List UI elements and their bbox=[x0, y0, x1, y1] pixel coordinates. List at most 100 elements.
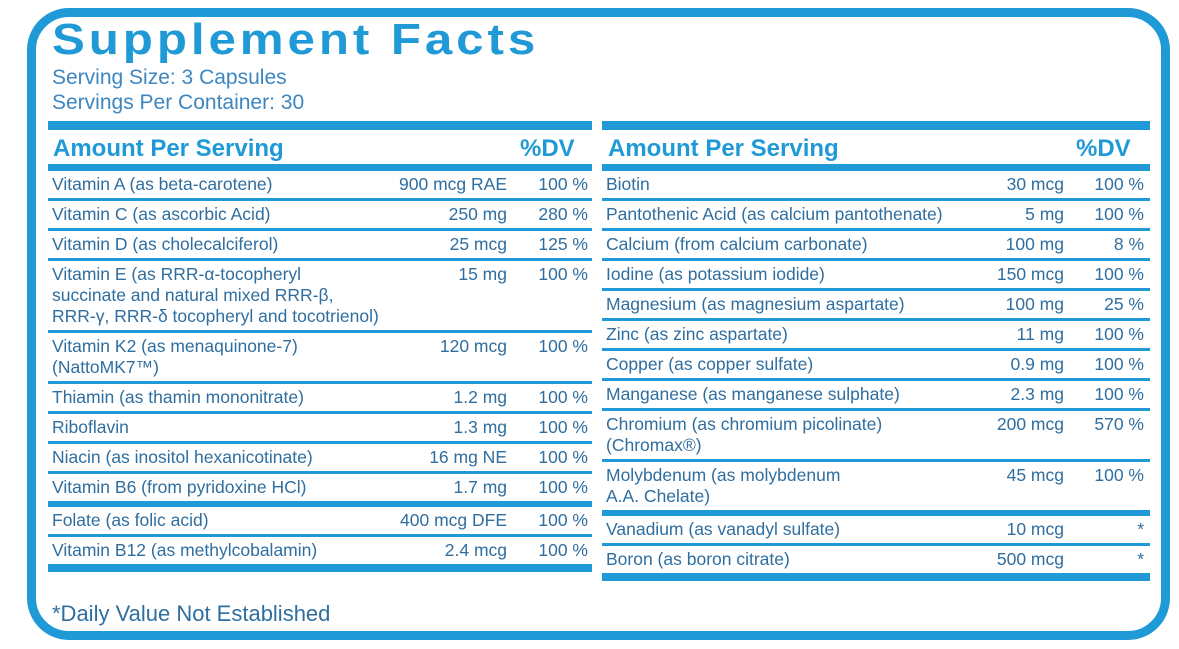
daily-value: 100 % bbox=[538, 447, 588, 467]
daily-value: 125 % bbox=[538, 234, 588, 254]
amount: 30 mcg bbox=[1006, 174, 1064, 194]
name-line: Vitamin B12 (as methylcobalamin) bbox=[52, 540, 318, 560]
amount-heading: Amount Per Serving bbox=[608, 135, 839, 162]
nutrient-name: Manganese (as manganese sulphate) bbox=[606, 384, 900, 405]
amount: 400 mcg DFE bbox=[400, 510, 507, 530]
serving-size: Serving Size: 3 Capsules bbox=[52, 66, 287, 89]
nutrient-row: Magnesium (as magnesium aspartate) 100 mg… bbox=[602, 291, 1150, 321]
nutrient-row: Pantothenic Acid (as calcium pantothenat… bbox=[602, 201, 1150, 231]
nutrient-row: Iodine (as potassium iodide) 150 mcg 100 % bbox=[602, 261, 1150, 291]
daily-value: * bbox=[1137, 549, 1144, 569]
name-line: Magnesium (as magnesium aspartate) bbox=[606, 294, 905, 314]
amount-heading: Amount Per Serving bbox=[53, 135, 284, 162]
table-header: Amount Per Serving %DV bbox=[48, 121, 592, 171]
nutrient-name: Molybdenum (as molybdenum A.A. Chelate) bbox=[606, 465, 840, 507]
nutrient-row: Vanadium (as vanadyl sulfate) 10 mcg * bbox=[602, 516, 1150, 546]
name-line: Molybdenum (as molybdenum bbox=[606, 465, 841, 485]
nutrient-row: Vitamin A (as beta-carotene) 900 mcg RAE 1… bbox=[48, 171, 592, 201]
name-line: Vitamin D (as cholecalciferol) bbox=[52, 234, 279, 254]
amount: 1.2 mg bbox=[453, 387, 508, 407]
amount: 2.4 mcg bbox=[444, 540, 507, 560]
amount: 10 mcg bbox=[1006, 519, 1064, 539]
nutrient-name: Vitamin B12 (as methylcobalamin) bbox=[52, 540, 317, 561]
nutrient-name: Vitamin K2 (as menaquinone-7) (NattoMK7™) bbox=[52, 336, 298, 378]
name-line: Thiamin (as thamin mononitrate) bbox=[52, 387, 304, 407]
nutrient-row: Manganese (as manganese sulphate) 2.3 mg 1… bbox=[602, 381, 1150, 411]
nutrient-row: Biotin 30 mcg 100 % bbox=[602, 171, 1150, 201]
name-line: Calcium (from calcium carbonate) bbox=[606, 234, 868, 254]
daily-value: 570 % bbox=[1094, 414, 1144, 434]
nutrient-name: Folate (as folic acid) bbox=[52, 510, 209, 531]
nutrient-row: Zinc (as zinc aspartate) 11 mg 100 % bbox=[602, 321, 1150, 351]
amount: 0.9 mg bbox=[1010, 354, 1065, 374]
name-line: succinate and natural mixed RRR-β, bbox=[52, 285, 334, 305]
right-table: Amount Per Serving %DV Biotin 30 mcg 100 %… bbox=[602, 121, 1150, 581]
daily-value: 8 % bbox=[1113, 234, 1144, 254]
nutrient-name: Vanadium (as vanadyl sulfate) bbox=[606, 519, 840, 540]
amount: 15 mg bbox=[458, 264, 507, 284]
nutrient-name: Calcium (from calcium carbonate) bbox=[606, 234, 868, 255]
daily-value: * bbox=[1137, 519, 1144, 539]
nutrient-row: Calcium (from calcium carbonate) 100 mg 8 … bbox=[602, 231, 1150, 261]
name-line: Vitamin E (as RRR-α-tocopheryl bbox=[52, 264, 302, 284]
name-line: Pantothenic Acid (as calcium pantothenat… bbox=[606, 204, 943, 224]
nutrient-row: Thiamin (as thamin mononitrate) 1.2 mg 100… bbox=[48, 384, 592, 414]
amount: 1.3 mg bbox=[453, 417, 508, 437]
nutrient-row: Vitamin E (as RRR-α-tocopheryl succinate … bbox=[48, 261, 592, 333]
daily-value: 100 % bbox=[538, 477, 588, 497]
daily-value: 100 % bbox=[1094, 174, 1144, 194]
amount: 5 mg bbox=[1025, 204, 1064, 224]
amount: 250 mg bbox=[448, 204, 507, 224]
nutrient-name: Chromium (as chromium picolinate) (Chroma… bbox=[606, 414, 882, 456]
daily-value: 100 % bbox=[538, 174, 588, 194]
nutrient-row: Niacin (as inositol hexanicotinate) 16 mg… bbox=[48, 444, 592, 474]
name-line: RRR-γ, RRR-δ tocopheryl and tocotrienol) bbox=[52, 306, 379, 326]
daily-value: 25 % bbox=[1104, 294, 1144, 314]
nutrient-name: Magnesium (as magnesium aspartate) bbox=[606, 294, 905, 315]
name-line: Vitamin K2 (as menaquinone-7) bbox=[52, 336, 298, 356]
amount: 150 mcg bbox=[996, 264, 1064, 284]
nutrient-name: Thiamin (as thamin mononitrate) bbox=[52, 387, 304, 408]
amount: 11 mg bbox=[1016, 324, 1064, 344]
nutrient-name: Biotin bbox=[606, 174, 650, 195]
left-table: Amount Per Serving %DV Vitamin A (as bet… bbox=[48, 121, 592, 572]
daily-value: 100 % bbox=[538, 336, 588, 356]
amount: 100 mg bbox=[1005, 294, 1064, 314]
name-line: A.A. Chelate) bbox=[606, 486, 711, 506]
nutrient-name: Pantothenic Acid (as calcium pantothenat… bbox=[606, 204, 943, 225]
nutrient-name: Vitamin E (as RRR-α-tocopheryl succinate … bbox=[52, 264, 379, 327]
nutrient-row: Vitamin B6 (from pyridoxine HCl) 1.7 mg 10… bbox=[48, 474, 592, 507]
nutrient-name: Vitamin B6 (from pyridoxine HCl) bbox=[52, 477, 306, 498]
label-title: Supplement Facts bbox=[52, 15, 540, 64]
name-line: Boron (as boron citrate) bbox=[606, 549, 790, 569]
label-border bbox=[27, 8, 1170, 640]
name-line: Folate (as folic acid) bbox=[52, 510, 209, 530]
amount: 1.7 mg bbox=[453, 477, 508, 497]
nutrient-name: Vitamin D (as cholecalciferol) bbox=[52, 234, 278, 255]
nutrient-row: Folate (as folic acid) 400 mcg DFE 100 % bbox=[48, 507, 592, 537]
daily-value: 100 % bbox=[538, 540, 588, 560]
nutrient-row: Molybdenum (as molybdenum A.A. Chelate) 45… bbox=[602, 462, 1150, 516]
nutrient-row: Riboflavin 1.3 mg 100 % bbox=[48, 414, 592, 444]
daily-value: 100 % bbox=[1094, 465, 1144, 485]
daily-value: 100 % bbox=[538, 264, 588, 284]
amount: 500 mcg bbox=[996, 549, 1064, 569]
name-line: Copper (as copper sulfate) bbox=[606, 354, 814, 374]
daily-value: 100 % bbox=[1094, 324, 1144, 344]
nutrient-row: Chromium (as chromium picolinate) (Chroma… bbox=[602, 411, 1150, 462]
footnote: *Daily Value Not Established bbox=[52, 601, 331, 626]
nutrient-row: Vitamin K2 (as menaquinone-7) (NattoMK7™)… bbox=[48, 333, 592, 384]
nutrient-name: Vitamin C (as ascorbic Acid) bbox=[52, 204, 271, 225]
daily-value: 100 % bbox=[1094, 264, 1144, 284]
name-line: Vitamin B6 (from pyridoxine HCl) bbox=[52, 477, 307, 497]
servings-per-container: Servings Per Container: 30 bbox=[52, 91, 305, 114]
name-line: Chromium (as chromium picolinate) bbox=[606, 414, 883, 434]
amount: 100 mg bbox=[1005, 234, 1064, 254]
nutrient-name: Iodine (as potassium iodide) bbox=[606, 264, 825, 285]
dv-heading: %DV bbox=[1076, 135, 1131, 162]
name-line: Niacin (as inositol hexanicotinate) bbox=[52, 447, 313, 467]
table-header: Amount Per Serving %DV bbox=[602, 121, 1150, 171]
nutrient-row: Vitamin D (as cholecalciferol) 25 mcg 125 … bbox=[48, 231, 592, 261]
